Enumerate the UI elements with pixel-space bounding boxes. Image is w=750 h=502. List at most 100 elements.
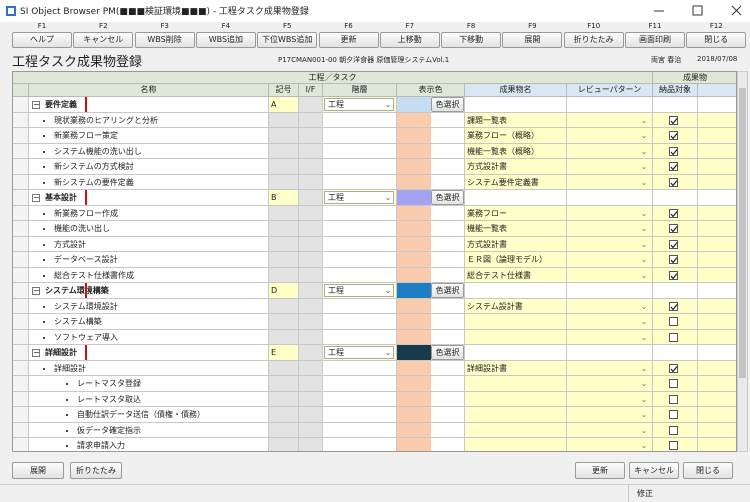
bullet: [65, 429, 71, 433]
checkbox[interactable]: [669, 131, 678, 140]
level-cell: [323, 360, 397, 376]
row-gutter: [13, 391, 29, 407]
toolbar-button[interactable]: ヘルプ: [12, 32, 72, 48]
checkbox[interactable]: [669, 441, 678, 450]
checkbox[interactable]: [669, 379, 678, 388]
toolbar-button[interactable]: 展開: [502, 32, 563, 48]
task-name: 機能の洗い出し: [54, 224, 110, 233]
task-name: システム環境設計: [54, 301, 118, 311]
review-dropdown[interactable]: ⌄: [640, 224, 648, 233]
review-dropdown[interactable]: ⌄: [640, 363, 648, 373]
checkbox[interactable]: [669, 363, 678, 373]
footer-button[interactable]: キャンセル: [629, 462, 679, 479]
checkbox[interactable]: [669, 394, 678, 404]
review-dropdown[interactable]: ⌄: [640, 177, 648, 187]
checkbox[interactable]: [669, 425, 678, 435]
name-cell: 総合テスト仕様書作成: [29, 267, 269, 283]
color-select-button[interactable]: 色選択: [431, 97, 464, 112]
checkbox[interactable]: [669, 177, 678, 187]
toolbar-button[interactable]: 上移動: [379, 32, 440, 48]
review-dropdown[interactable]: ⌄: [640, 332, 648, 342]
review-dropdown[interactable]: ⌄: [640, 441, 648, 450]
checkbox[interactable]: [669, 239, 678, 249]
review-dropdown[interactable]: ⌄: [640, 301, 648, 311]
color-swatch: [397, 159, 431, 174]
toolbar-button[interactable]: 折りたたみ: [563, 32, 624, 48]
level-dropdown[interactable]: 工程 ⌄: [324, 191, 394, 204]
code-cell: B: [269, 190, 299, 206]
code-cell: [269, 391, 299, 407]
footer-button[interactable]: 展開: [12, 462, 64, 479]
checkbox[interactable]: [669, 162, 678, 171]
toolbar-button[interactable]: 更新: [318, 32, 379, 48]
toolbar-button[interactable]: キャンセル: [73, 32, 134, 48]
collapse-toggle[interactable]: −: [32, 101, 40, 109]
process-name: 詳細設計: [45, 348, 77, 357]
checkbox[interactable]: [669, 146, 678, 156]
footer-button[interactable]: 折りたたみ: [70, 462, 122, 479]
toolbar-button[interactable]: 画面印刷: [625, 32, 685, 48]
review-dropdown[interactable]: ⌄: [640, 115, 648, 125]
toolbar-button[interactable]: WBS削除: [134, 32, 195, 48]
function-key: F5: [282, 22, 292, 30]
window-controls[interactable]: [640, 0, 750, 22]
review-dropdown[interactable]: ⌄: [640, 131, 648, 140]
if-cell: [299, 438, 323, 451]
footer-button[interactable]: 更新: [575, 462, 625, 479]
checkbox[interactable]: [669, 301, 678, 311]
level-dropdown[interactable]: 工程 ⌄: [324, 284, 394, 297]
group-header: 成果物: [653, 72, 736, 84]
checkbox[interactable]: [669, 208, 678, 218]
task-name: 新システムの要件定義: [54, 177, 134, 187]
scrollbar[interactable]: [737, 71, 748, 452]
toolbar-button[interactable]: 閉じる: [686, 32, 747, 48]
level-dropdown[interactable]: 工程 ⌄: [324, 98, 394, 111]
name-cell: データベース設計: [29, 252, 269, 268]
column-header: 表示色: [397, 84, 465, 97]
color-select-button[interactable]: 色選択: [431, 345, 464, 360]
toolbar-button[interactable]: 下移動: [441, 32, 502, 48]
collapse-toggle[interactable]: −: [32, 194, 40, 202]
extra-cell: [698, 159, 736, 175]
deliverable-cell: 方式設計書: [465, 159, 567, 175]
collapse-toggle[interactable]: −: [32, 287, 40, 295]
review-dropdown[interactable]: ⌄: [640, 239, 648, 249]
review-dropdown[interactable]: ⌄: [640, 270, 648, 280]
review-cell: [567, 190, 653, 206]
toolbar-button[interactable]: WBS追加: [195, 32, 256, 48]
delivery-cell: [653, 329, 698, 345]
review-dropdown[interactable]: ⌄: [640, 410, 648, 419]
checkbox[interactable]: [669, 410, 678, 419]
header-cell: [13, 84, 29, 97]
footer-button[interactable]: 閉じる: [683, 462, 733, 479]
review-dropdown[interactable]: ⌄: [640, 425, 648, 435]
checkbox[interactable]: [669, 317, 678, 326]
checkbox[interactable]: [669, 332, 678, 342]
checkbox[interactable]: [669, 270, 678, 280]
group-header: 工程／タスク: [13, 72, 653, 84]
deliverable-name: システム設計書: [467, 301, 523, 311]
review-dropdown[interactable]: ⌄: [640, 394, 648, 404]
review-dropdown[interactable]: ⌄: [640, 255, 648, 264]
function-key: F10: [587, 22, 601, 30]
process-name: システム環境構築: [45, 286, 109, 295]
collapse-toggle[interactable]: −: [32, 349, 40, 357]
code-cell: [269, 221, 299, 237]
checkbox[interactable]: [669, 224, 678, 233]
review-dropdown[interactable]: ⌄: [640, 379, 648, 388]
extra-cell: [698, 376, 736, 392]
review-dropdown[interactable]: ⌄: [640, 146, 648, 156]
level-dropdown[interactable]: 工程 ⌄: [324, 346, 394, 359]
review-dropdown[interactable]: ⌄: [640, 208, 648, 218]
code-cell: [269, 267, 299, 283]
review-dropdown[interactable]: ⌄: [640, 317, 648, 326]
color-select-button[interactable]: 色選択: [431, 190, 464, 205]
checkbox[interactable]: [669, 115, 678, 125]
toolbar-button[interactable]: 下位WBS追加: [257, 32, 318, 48]
color-select-button[interactable]: 色選択: [431, 283, 464, 298]
task-name: 自動仕訳データ送信（債権・債務）: [77, 410, 205, 419]
checkbox[interactable]: [669, 255, 678, 264]
if-cell: [299, 283, 323, 299]
color-swatch: [397, 112, 431, 127]
review-dropdown[interactable]: ⌄: [640, 162, 648, 171]
